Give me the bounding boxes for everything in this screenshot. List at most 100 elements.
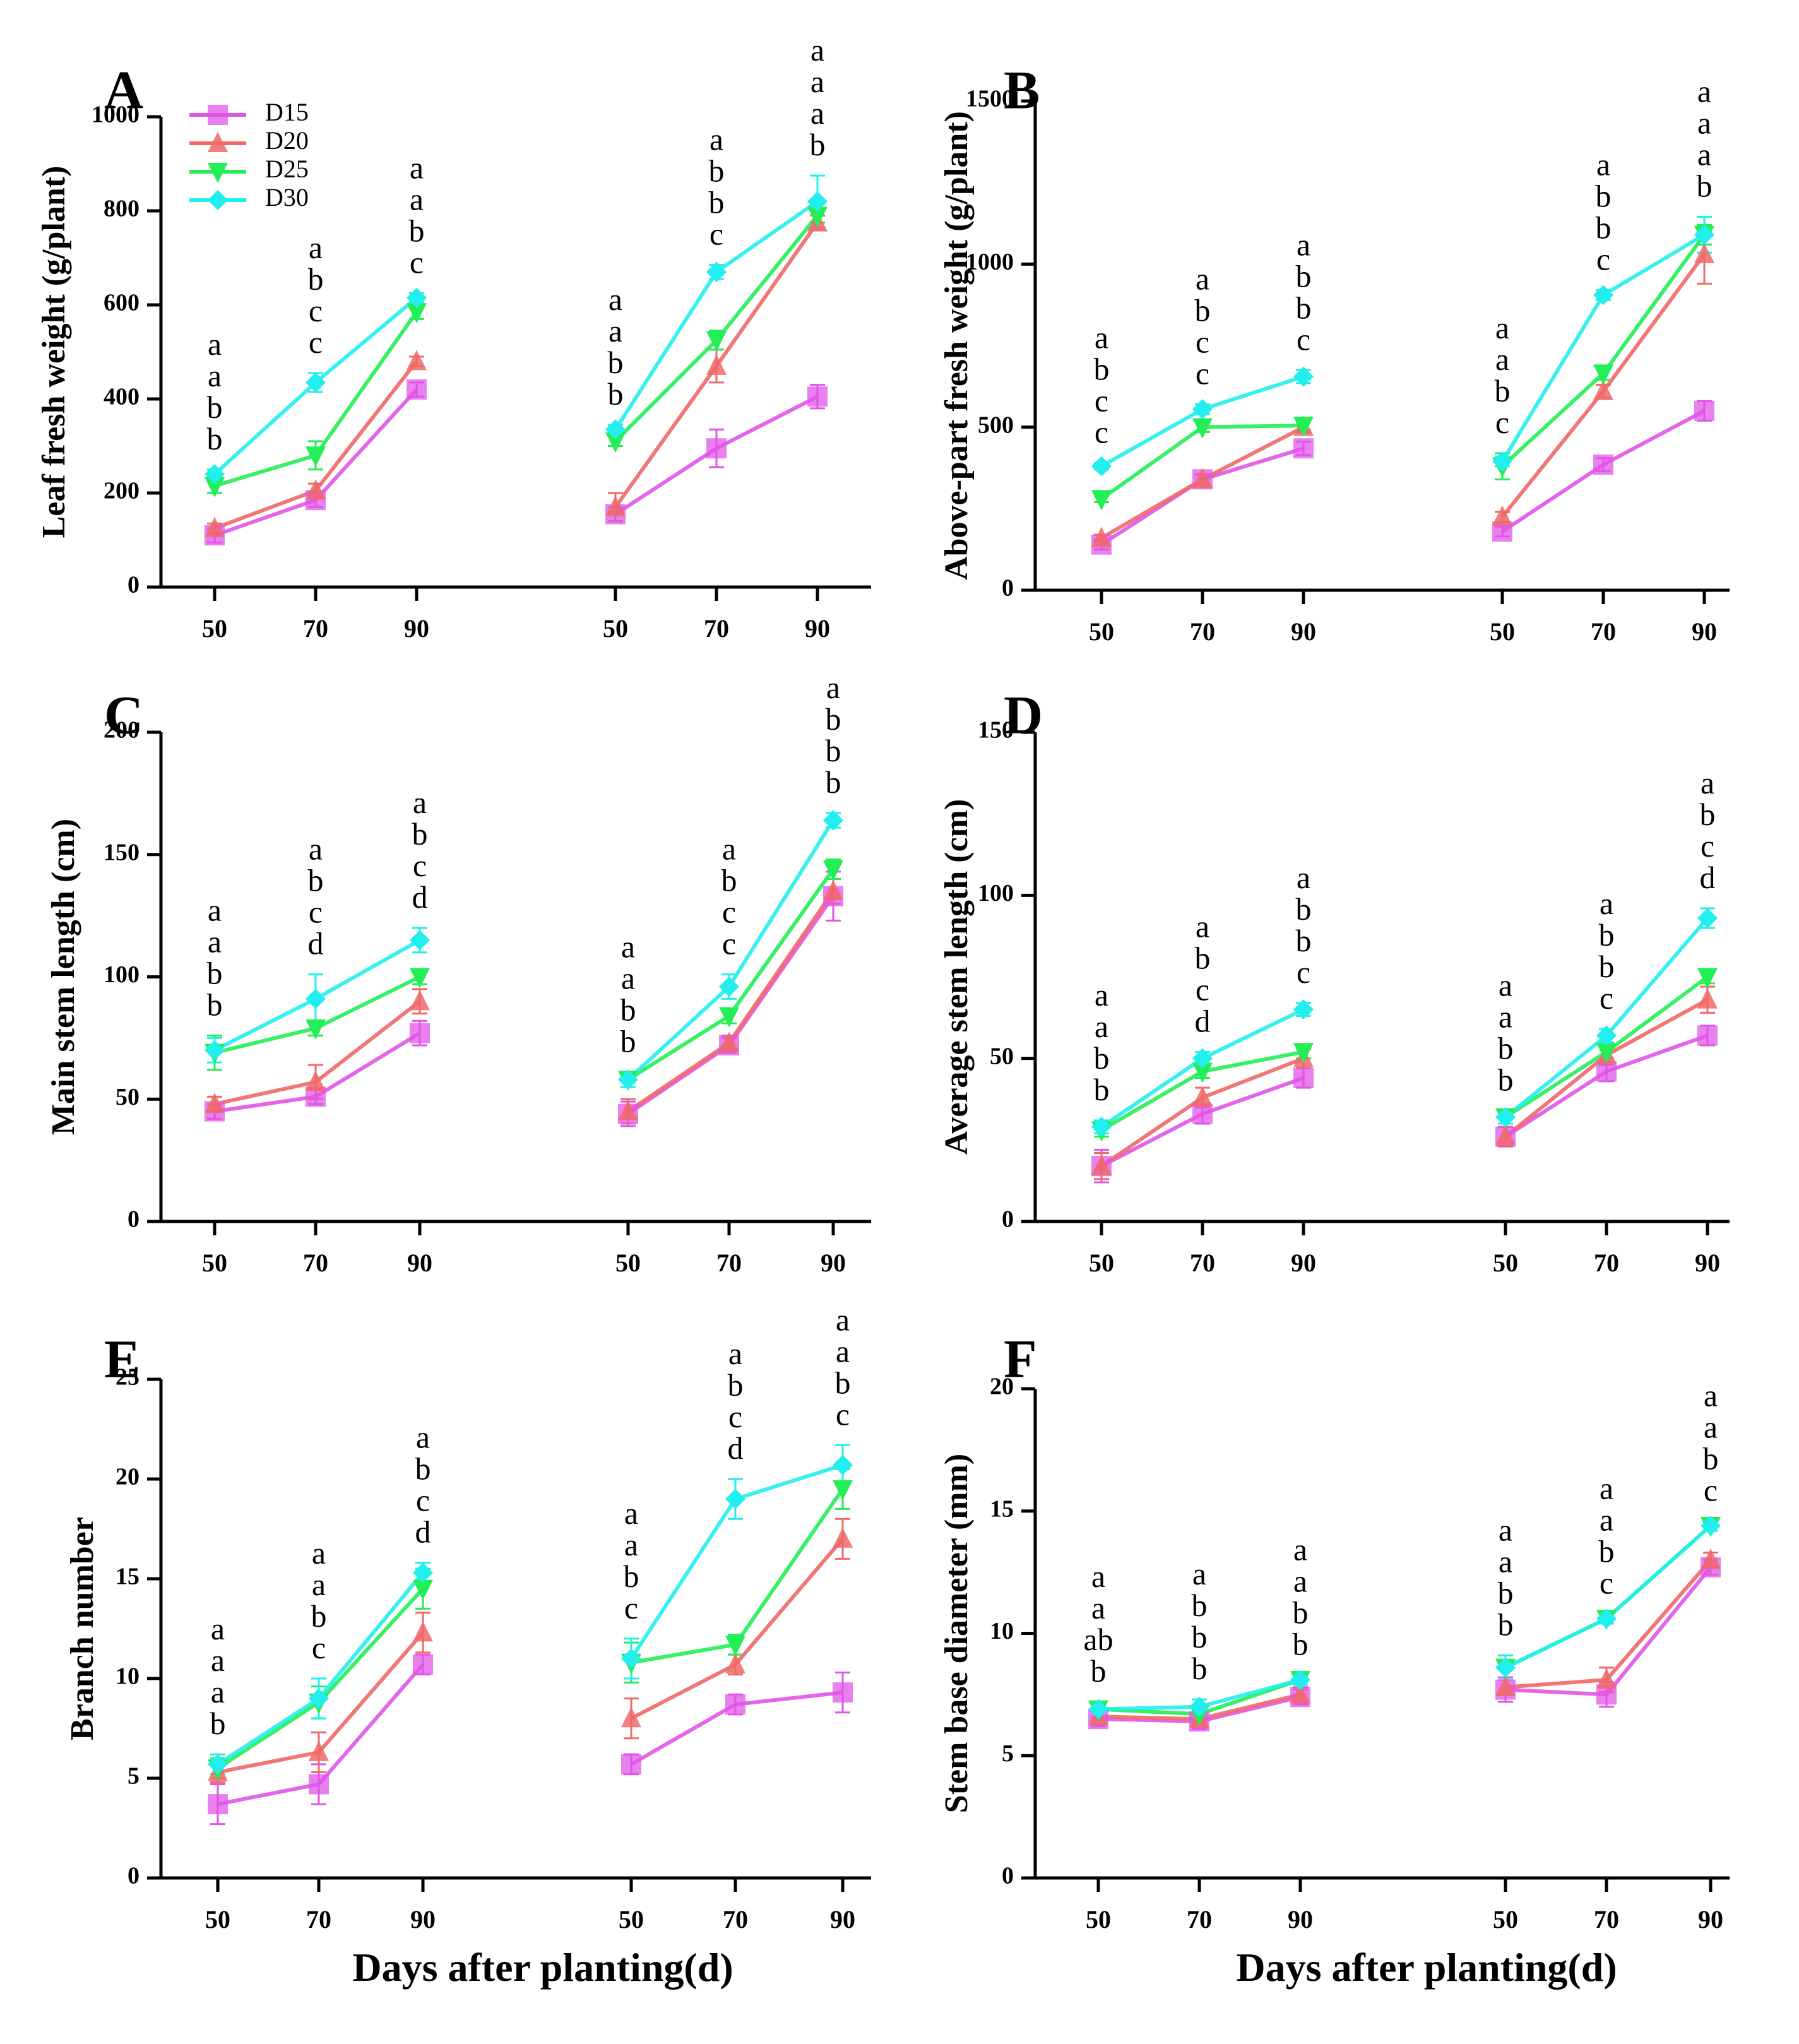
y-tick-label: 50 xyxy=(990,1043,1014,1069)
significance-letter: b xyxy=(810,127,826,162)
significance-letter: b xyxy=(1094,352,1110,387)
y-axis-label: Leaf fresh weight (g/plant) xyxy=(36,166,72,538)
y-tick-label: 0 xyxy=(128,1863,140,1889)
data-point-d15 xyxy=(833,1682,853,1703)
data-point-d25 xyxy=(306,1019,326,1040)
significance-letter: b xyxy=(1599,917,1615,953)
series-d15 xyxy=(207,381,825,544)
data-point-d30 xyxy=(719,977,739,997)
significance-letter: d xyxy=(728,1430,744,1466)
data-point-d30 xyxy=(410,930,430,951)
significance-letter: a xyxy=(309,230,323,265)
y-tick-label: 10 xyxy=(116,1663,140,1690)
data-point-d30 xyxy=(833,1454,853,1475)
y-tick-label: 100 xyxy=(104,961,140,988)
significance-letter: b xyxy=(1498,1575,1514,1610)
data-point-d30 xyxy=(1701,1516,1721,1536)
series-d20 xyxy=(210,1518,850,1783)
x-tick-label: 90 xyxy=(1698,1905,1723,1934)
significance-letter: c xyxy=(410,244,424,280)
data-point-d25 xyxy=(1593,364,1613,385)
significance-letter: a xyxy=(1600,1471,1613,1506)
legend-label: D15 xyxy=(265,98,309,126)
series-d25 xyxy=(1094,223,1712,503)
x-tick-label: 70 xyxy=(1594,1905,1619,1934)
significance-letter: b xyxy=(1498,1030,1514,1066)
series-d25 xyxy=(1094,969,1715,1138)
data-point-d30 xyxy=(1596,1025,1617,1046)
data-point-d20 xyxy=(1593,379,1613,400)
significance-letter: b xyxy=(620,1024,636,1059)
significance-letter: c xyxy=(624,1590,638,1625)
y-tick-label: 600 xyxy=(104,290,140,316)
data-point-d15 xyxy=(208,1794,228,1815)
data-point-d30 xyxy=(1593,285,1613,306)
significance-letter: a xyxy=(1697,105,1711,140)
significance-letter: a xyxy=(1196,908,1209,944)
significance-letter: a xyxy=(728,1336,742,1371)
x-tick-label: 70 xyxy=(306,1905,331,1934)
x-tick-label: 50 xyxy=(1089,1249,1114,1277)
significance-letter: a xyxy=(1697,136,1711,172)
series-d20 xyxy=(207,878,841,1125)
significance-letter: b xyxy=(826,701,841,737)
y-tick-label: 800 xyxy=(104,196,140,222)
y-tick-label: 1000 xyxy=(966,249,1014,275)
x-tick-label: 50 xyxy=(1493,1905,1518,1934)
y-tick-label: 0 xyxy=(1002,1206,1014,1233)
significance-letter: b xyxy=(826,733,841,768)
data-point-d30 xyxy=(1290,1670,1310,1690)
significance-letter: c xyxy=(836,1396,850,1432)
significance-letter: a xyxy=(1499,999,1512,1034)
significance-letter: b xyxy=(620,992,636,1028)
x-tick-label: 90 xyxy=(1291,617,1316,646)
data-point-d30 xyxy=(823,810,843,831)
significance-letter: a xyxy=(1095,320,1108,355)
significance-letter: b xyxy=(1192,1619,1208,1655)
y-tick-label: 0 xyxy=(1002,1863,1014,1889)
significance-letter: b xyxy=(608,345,624,380)
data-point-d30 xyxy=(1596,1608,1617,1629)
significance-letter: c xyxy=(1095,415,1108,450)
panel-letter-f: F xyxy=(1004,1329,1037,1389)
significance-letter: a xyxy=(413,785,427,820)
legend-marker-d20 xyxy=(208,132,228,152)
data-point-d30 xyxy=(706,261,727,282)
y-tick-label: 0 xyxy=(128,572,140,598)
data-point-d20 xyxy=(1091,1155,1112,1175)
significance-letter: b xyxy=(1498,1607,1514,1642)
significance-letter: c xyxy=(1196,356,1209,391)
significance-letter: c xyxy=(312,1630,326,1665)
significance-letter: d xyxy=(412,879,428,915)
significance-letter: a xyxy=(1495,342,1509,377)
series-d25 xyxy=(1091,1519,1718,1723)
series-d30 xyxy=(207,812,841,1088)
significance-letter: a xyxy=(826,670,840,705)
significance-letter: c xyxy=(1196,324,1209,360)
data-point-d30 xyxy=(605,419,626,440)
data-point-d25 xyxy=(605,432,626,453)
significance-letter: b xyxy=(210,1706,226,1741)
y-tick-label: 5 xyxy=(128,1763,140,1790)
significance-letter: b xyxy=(1495,373,1511,408)
significance-letter: c xyxy=(1297,321,1310,357)
data-point-d30 xyxy=(1192,1048,1213,1069)
significance-letter: c xyxy=(1495,405,1509,440)
series-d15 xyxy=(207,870,841,1127)
significance-letter: a xyxy=(410,181,424,217)
data-point-d25 xyxy=(413,1579,433,1600)
significance-letter: a xyxy=(1499,1543,1512,1579)
data-point-d15 xyxy=(407,379,427,400)
significance-letter: a xyxy=(1499,967,1512,1002)
significance-letter: b xyxy=(624,1559,639,1594)
significance-letter: a xyxy=(211,1643,225,1678)
x-tick-label: 50 xyxy=(1089,617,1114,646)
significance-letter: b xyxy=(1703,1441,1719,1476)
data-point-d20 xyxy=(1701,1548,1721,1569)
data-point-d30 xyxy=(1492,451,1512,472)
chart-panel-a: A 0 200 400 600 800 1000 50 70 90 50 70 90 Leaf fresh… xyxy=(36,32,871,643)
significance-letter: c xyxy=(309,324,323,360)
data-point-d30 xyxy=(1192,399,1213,420)
series-d25 xyxy=(207,207,825,494)
